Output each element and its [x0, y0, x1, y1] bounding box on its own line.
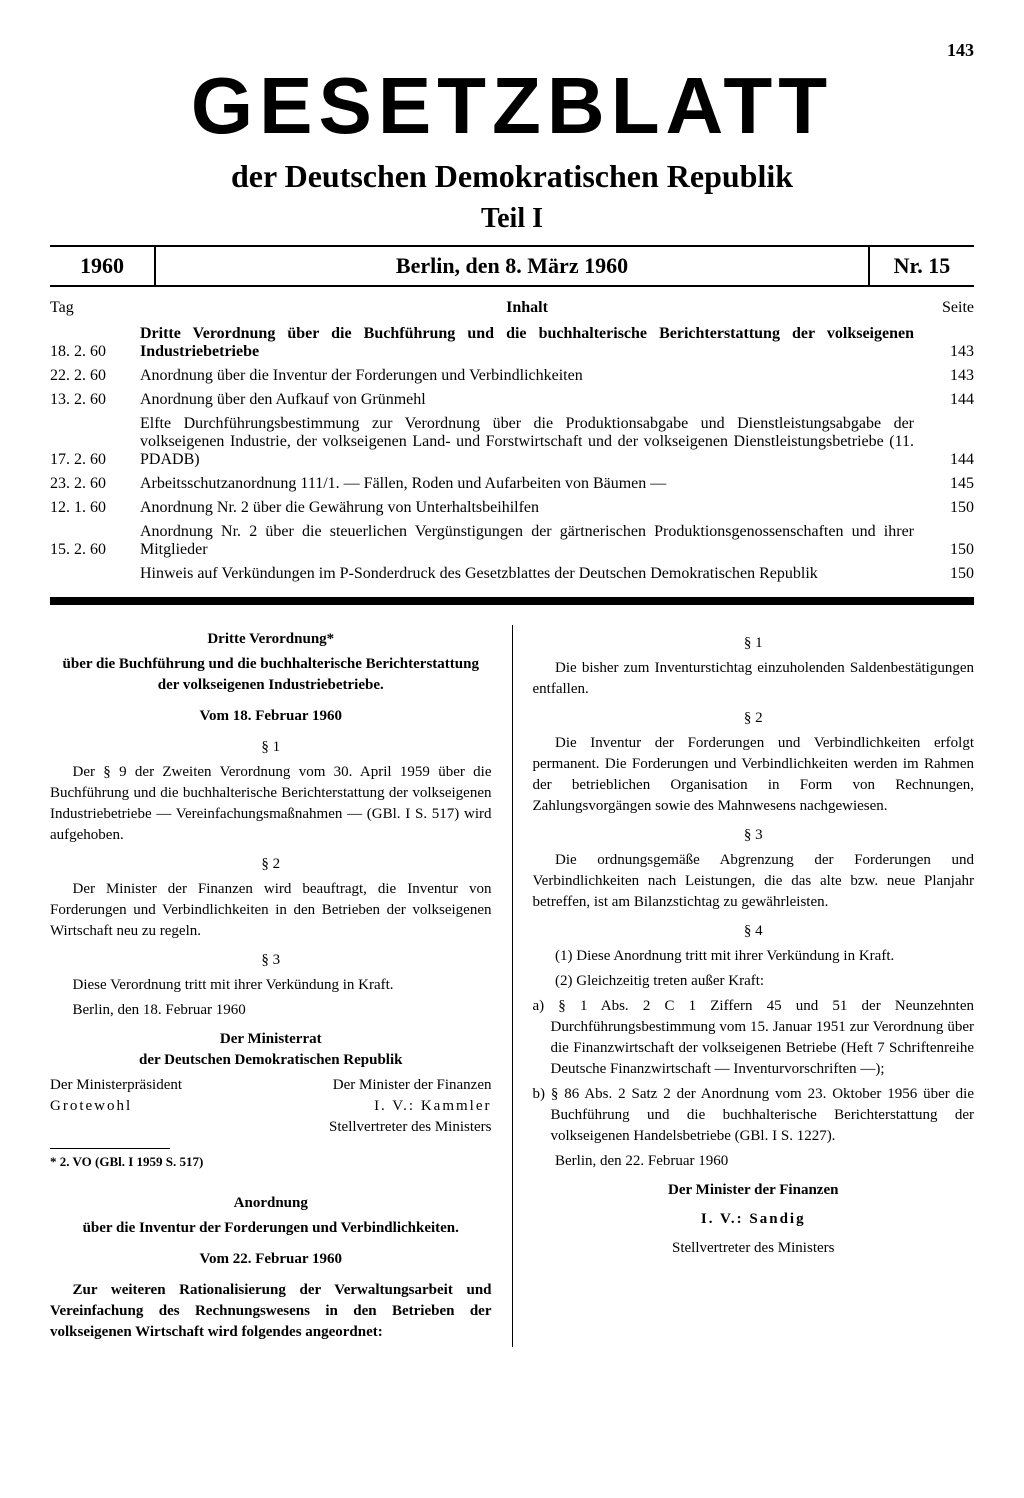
para-3: Diese Verordnung tritt mit ihrer Verkünd… — [50, 975, 492, 996]
r-para-3: Die ordnungsgemäße Abgrenzung der Forder… — [533, 850, 975, 913]
toc-row: 23. 2. 60Arbeitsschutzanordnung 111/1. —… — [50, 475, 974, 493]
toc-row: 13. 2. 60Anordnung über den Aufkauf von … — [50, 391, 974, 409]
thick-rule — [50, 597, 974, 605]
r-section-2: § 2 — [533, 708, 975, 729]
header-nr: Nr. 15 — [868, 247, 974, 285]
toc: Tag Inhalt Seite 18. 2. 60Dritte Verordn… — [50, 299, 974, 583]
page-number: 143 — [50, 40, 974, 61]
header-bar: 1960 Berlin, den 8. März 1960 Nr. 15 — [50, 245, 974, 287]
toc-page: 150 — [914, 541, 974, 559]
toc-page: 143 — [914, 367, 974, 385]
toc-page: 143 — [914, 343, 974, 361]
r-para-4b: (2) Gleichzeitig treten außer Kraft: — [533, 971, 975, 992]
toc-title: Dritte Verordnung über die Buchführung u… — [140, 325, 914, 361]
toc-col-page: Seite — [914, 299, 974, 317]
toc-page: 150 — [914, 565, 974, 583]
sig-left-name: Grotewohl — [50, 1096, 271, 1117]
para-1: Der § 9 der Zweiten Verordnung vom 30. A… — [50, 762, 492, 846]
toc-col-content: Inhalt — [140, 299, 914, 317]
toc-date: 15. 2. 60 — [50, 541, 140, 559]
footnote-rule — [50, 1148, 170, 1149]
toc-date: 22. 2. 60 — [50, 367, 140, 385]
para-2: Der Minister der Finanzen wird beauftrag… — [50, 879, 492, 942]
r-section-4: § 4 — [533, 921, 975, 942]
toc-col-day: Tag — [50, 299, 140, 317]
header-year: 1960 — [50, 247, 156, 285]
toc-date: 17. 2. 60 — [50, 451, 140, 469]
toc-title: Anordnung Nr. 2 über die Gewährung von U… — [140, 499, 914, 517]
section-2: § 2 — [50, 854, 492, 875]
toc-date: 12. 1. 60 — [50, 499, 140, 517]
r-section-3: § 3 — [533, 825, 975, 846]
header-date: Berlin, den 8. März 1960 — [156, 247, 868, 285]
r-para-1: Die bisher zum Inventurstichtag einzuhol… — [533, 658, 975, 700]
toc-title: Elfte Durchführungsbestimmung zur Verord… — [140, 415, 914, 469]
masthead-part: Teil I — [50, 203, 974, 235]
toc-row: Hinweis auf Verkündungen im P-Sonderdruc… — [50, 565, 974, 583]
r-section-1: § 1 — [533, 633, 975, 654]
toc-row: 22. 2. 60Anordnung über die Inventur der… — [50, 367, 974, 385]
ordinance2-title2: über die Inventur der Forderungen und Ve… — [50, 1218, 492, 1239]
place-date-1: Berlin, den 18. Februar 1960 — [50, 1000, 492, 1021]
sig2-title: Der Minister der Finanzen — [533, 1180, 975, 1201]
toc-date: 18. 2. 60 — [50, 343, 140, 361]
section-1: § 1 — [50, 737, 492, 758]
r-para-2: Die Inventur der Forderungen und Verbind… — [533, 733, 975, 817]
masthead-subtitle: der Deutschen Demokratischen Republik — [50, 158, 974, 195]
toc-title: Anordnung Nr. 2 über die steuerlichen Ve… — [140, 523, 914, 559]
toc-title: Arbeitsschutzanordnung 111/1. — Fällen, … — [140, 475, 914, 493]
body-columns: Dritte Verordnung* über die Buchführung … — [50, 625, 974, 1347]
sig-left-title: Der Ministerpräsident — [50, 1075, 271, 1096]
left-column: Dritte Verordnung* über die Buchführung … — [50, 625, 513, 1347]
ordinance1-title2: über die Buchführung und die buchhalteri… — [50, 654, 492, 696]
toc-page: 144 — [914, 451, 974, 469]
list-item-a: a) § 1 Abs. 2 C 1 Ziffern 45 und 51 der … — [551, 996, 975, 1080]
toc-title: Anordnung über die Inventur der Forderun… — [140, 367, 914, 385]
sig-right-name: I. V.: Kammler — [271, 1096, 492, 1117]
toc-row: 17. 2. 60Elfte Durchführungsbestimmung z… — [50, 415, 974, 469]
toc-title: Hinweis auf Verkündungen im P-Sonderdruc… — [140, 565, 914, 583]
ordinance1-title1: Dritte Verordnung* — [50, 629, 492, 650]
toc-page: 145 — [914, 475, 974, 493]
toc-row: 12. 1. 60Anordnung Nr. 2 über die Gewähr… — [50, 499, 974, 517]
toc-page: 144 — [914, 391, 974, 409]
ordinance1-date: Vom 18. Februar 1960 — [50, 706, 492, 727]
section-3: § 3 — [50, 950, 492, 971]
toc-row: 15. 2. 60Anordnung Nr. 2 über die steuer… — [50, 523, 974, 559]
toc-title: Anordnung über den Aufkauf von Grünmehl — [140, 391, 914, 409]
toc-date: 13. 2. 60 — [50, 391, 140, 409]
ordinance2-intro: Zur weiteren Rationalisierung der Verwal… — [50, 1280, 492, 1343]
ordinance2-title1: Anordnung — [50, 1193, 492, 1214]
council-line2: der Deutschen Demokratischen Republik — [50, 1050, 492, 1071]
sig-right-title: Der Minister der Finanzen — [271, 1075, 492, 1096]
ordinance2-date: Vom 22. Februar 1960 — [50, 1249, 492, 1270]
toc-date: 23. 2. 60 — [50, 475, 140, 493]
place-date-2: Berlin, den 22. Februar 1960 — [533, 1151, 975, 1172]
r-para-4a: (1) Diese Anordnung tritt mit ihrer Verk… — [533, 946, 975, 967]
footnote: * 2. VO (GBl. I 1959 S. 517) — [50, 1153, 492, 1171]
masthead-title: GESETZBLATT — [50, 66, 974, 146]
sig2-role: Stellvertreter des Ministers — [533, 1238, 975, 1259]
sig2-name: I. V.: Sandig — [533, 1209, 975, 1230]
council-line1: Der Ministerrat — [50, 1029, 492, 1050]
toc-page: 150 — [914, 499, 974, 517]
sig-right-role: Stellvertreter des Ministers — [271, 1117, 492, 1138]
list-item-b: b) § 86 Abs. 2 Satz 2 der Anordnung vom … — [551, 1084, 975, 1147]
right-column: § 1 Die bisher zum Inventurstichtag einz… — [513, 625, 975, 1347]
toc-row: 18. 2. 60Dritte Verordnung über die Buch… — [50, 325, 974, 361]
